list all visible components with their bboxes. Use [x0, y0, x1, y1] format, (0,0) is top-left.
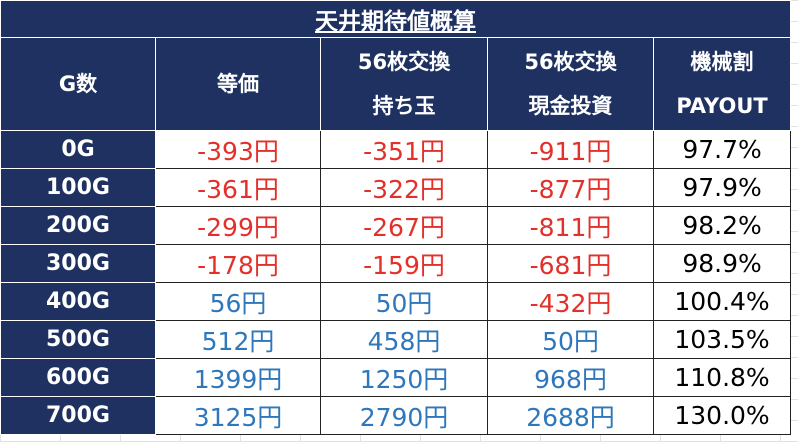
header-cell: 等価 — [155, 37, 321, 131]
header-line: 持ち玉 — [372, 94, 436, 118]
value-cell: 50円 — [487, 320, 654, 359]
header-row: G数 等価 56枚交換 持ち玉 56枚交換 現金投資 機械割 PAYOUT — [0, 37, 792, 131]
table-body: 天井期待値概算 G数 等価 56枚交換 持ち玉 56枚交換 現金投資 機械割 PAYOUT 0G… — [0, 0, 792, 435]
title-row: 天井期待値概算 — [0, 0, 792, 38]
header-cell: 機械割 PAYOUT — [652, 37, 792, 131]
value-cell: 458円 — [320, 320, 488, 359]
value-cell: -351円 — [320, 130, 488, 169]
value-cell: -159円 — [320, 244, 488, 283]
value-cell: 103.5% — [652, 320, 792, 359]
g-count: 500G — [0, 320, 156, 359]
header-line: G数 — [58, 72, 98, 96]
value-cell: -681円 — [487, 244, 654, 283]
data-row: 700G 3125円 2790円 2688円 130.0% — [0, 396, 792, 435]
value-cell: 2790円 — [320, 396, 488, 435]
data-row: 400G 56円 50円 -432円 100.4% — [0, 282, 792, 321]
value-cell: 110.8% — [652, 358, 792, 397]
value-cell: 1399円 — [155, 358, 321, 397]
value-cell: 97.9% — [652, 168, 792, 207]
g-count: 400G — [0, 282, 156, 321]
g-count: 700G — [0, 396, 156, 435]
value-cell: 100.4% — [652, 282, 792, 321]
table: 天井期待値概算 G数 等価 56枚交換 持ち玉 56枚交換 現金投資 機械割 PAYOUT 0G… — [0, 0, 792, 435]
header-line: 等価 — [217, 72, 259, 96]
data-row: 200G -299円 -267円 -811円 98.2% — [0, 206, 792, 245]
value-cell: 2688円 — [487, 396, 654, 435]
data-row: 300G -178円 -159円 -681円 98.9% — [0, 244, 792, 283]
value-cell: -811円 — [487, 206, 654, 245]
value-cell: -361円 — [155, 168, 321, 207]
value-cell: -877円 — [487, 168, 654, 207]
g-count: 600G — [0, 358, 156, 397]
table-title: 天井期待値概算 — [0, 0, 792, 38]
value-cell: -432円 — [487, 282, 654, 321]
value-cell: 130.0% — [652, 396, 792, 435]
g-count: 200G — [0, 206, 156, 245]
value-cell: 98.2% — [652, 206, 792, 245]
value-cell: 98.9% — [652, 244, 792, 283]
data-row: 100G -361円 -322円 -877円 97.9% — [0, 168, 792, 207]
value-cell: 1250円 — [320, 358, 488, 397]
value-cell: -911円 — [487, 130, 654, 169]
value-cell: 3125円 — [155, 396, 321, 435]
header-line: 56枚交換 — [357, 50, 451, 74]
header-line: 現金投資 — [528, 94, 613, 118]
header-line: PAYOUT — [676, 94, 768, 118]
value-cell: -299円 — [155, 206, 321, 245]
value-cell: 968円 — [487, 358, 654, 397]
header-cell: 56枚交換現金投資 — [487, 37, 654, 131]
value-cell: -393円 — [155, 130, 321, 169]
header-line: 56枚交換 — [524, 50, 617, 74]
header-line: 機械割 — [690, 50, 754, 74]
value-cell: -322円 — [320, 168, 488, 207]
header-cell: 56枚交換持ち玉 — [320, 37, 488, 131]
header-cell: G数 — [0, 37, 156, 131]
value-cell: 50円 — [320, 282, 488, 321]
value-cell: 56円 — [155, 282, 321, 321]
g-count: 0G — [0, 130, 156, 169]
data-row: 0G -393円 -351円 -911円 97.7% — [0, 130, 792, 169]
value-cell: 97.7% — [652, 130, 792, 169]
g-count: 100G — [0, 168, 156, 207]
g-count: 300G — [0, 244, 156, 283]
value-cell: 512円 — [155, 320, 321, 359]
data-row: 500G 512円 458円 50円 103.5% — [0, 320, 792, 359]
data-row: 600G 1399円 1250円 968円 110.8% — [0, 358, 792, 397]
value-cell: -267円 — [320, 206, 488, 245]
value-cell: -178円 — [155, 244, 321, 283]
